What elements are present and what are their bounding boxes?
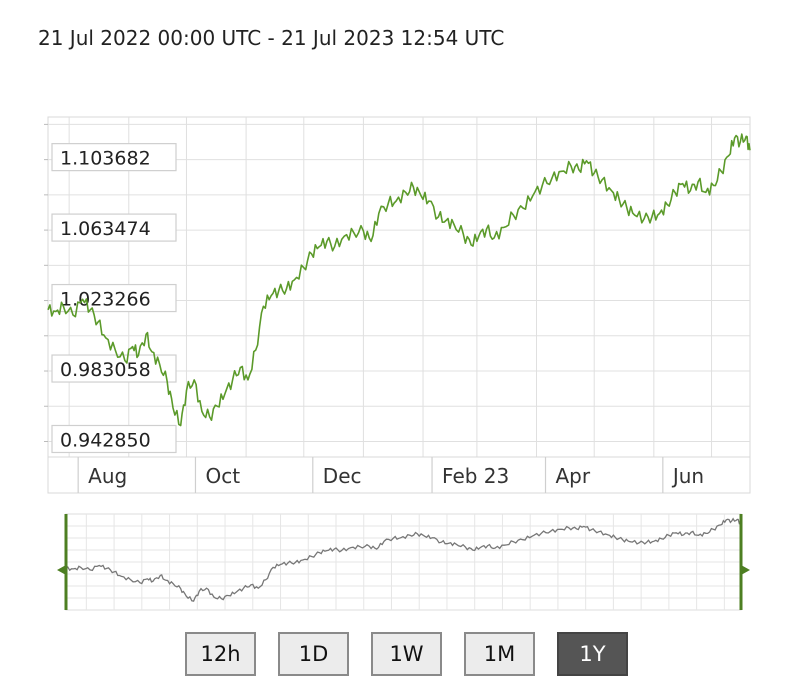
x-tick-label: Apr <box>556 464 591 488</box>
date-range-title: 21 Jul 2022 00:00 UTC - 21 Jul 2023 12:5… <box>38 26 505 50</box>
svg-text:1.023266: 1.023266 <box>60 289 151 311</box>
x-tick-label: Aug <box>88 464 127 488</box>
range-button-group: 12h 1D 1W 1M 1Y <box>185 632 628 676</box>
x-tick-label: Dec <box>323 464 362 488</box>
y-tick-label: 0.942850 <box>51 424 177 454</box>
x-tick-label: Oct <box>205 464 240 488</box>
x-axis-labels: Aug Oct Dec Feb 23 Apr Jun <box>47 456 751 494</box>
y-tick-label: 1.063474 <box>51 213 177 242</box>
chart-area[interactable]: 1.103682 1.063474 1.023266 0.983058 0.942850… <box>0 0 800 630</box>
range-1y-button[interactable]: 1Y <box>557 632 628 676</box>
navigator-right-handle <box>739 514 750 610</box>
svg-text:1.063474: 1.063474 <box>60 218 151 240</box>
range-1m-button[interactable]: 1M <box>464 632 535 676</box>
x-tick-label: Jun <box>671 464 704 488</box>
navigator-grid <box>65 513 742 611</box>
svg-text:0.942850: 0.942850 <box>60 429 151 451</box>
main-chart-grid <box>44 116 751 458</box>
range-1d-button[interactable]: 1D <box>278 632 349 676</box>
y-tick-label: 1.023266 <box>51 283 177 313</box>
navigator-left-handle <box>57 514 68 610</box>
svg-text:0.983058: 0.983058 <box>60 359 151 381</box>
range-12h-button[interactable]: 12h <box>185 632 256 676</box>
svg-text:1.103682: 1.103682 <box>60 148 151 170</box>
y-tick-label: 1.103682 <box>51 143 177 172</box>
range-1w-button[interactable]: 1W <box>371 632 442 676</box>
price-series-line <box>47 133 751 427</box>
navigator-series-line <box>65 517 742 602</box>
y-axis-labels: 1.103682 1.063474 1.023266 0.983058 0.942850 <box>51 143 177 454</box>
navigator-handles <box>57 514 750 610</box>
x-tick-label: Feb 23 <box>442 464 509 488</box>
